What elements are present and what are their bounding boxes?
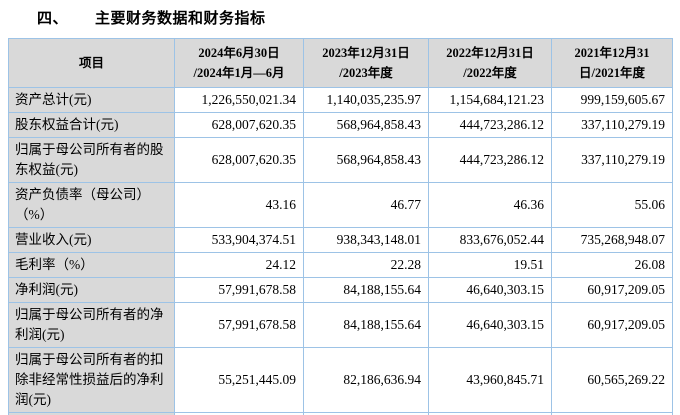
value-cell: 568,964,858.43 [303, 112, 429, 138]
table-row: 归属于母公司所有者的扣除非经常性损益后的净利润(元) 55,251,445.09 8… [8, 347, 673, 413]
table-row: 归属于母公司所有者的股东权益(元) 628,007,620.35 568,964,8… [8, 137, 673, 183]
row-label-cell: 净利润(元) [8, 277, 175, 303]
table-row: 资产负债率（母公司）（%） 43.16 46.77 46.36 55.06 [8, 182, 673, 228]
value-cell: 337,110,279.19 [551, 137, 673, 183]
header-row: 项目 2024年6月30日 /2024年1月—6月 2023年12月31日 /2… [8, 38, 673, 88]
table-row: 净利润(元) 57,991,678.58 84,188,155.64 46,640,3… [8, 277, 673, 303]
row-label-cell: 资产总计(元) [8, 87, 175, 113]
value-cell: 84,188,155.64 [303, 302, 429, 348]
value-cell: 22.28 [303, 252, 429, 278]
value-cell: 628,007,620.35 [174, 137, 304, 183]
value-cell: 26.08 [551, 252, 673, 278]
value-cell: 833,676,052.44 [428, 227, 552, 253]
value-cell: 57,991,678.58 [174, 302, 304, 348]
value-cell: 1,140,035,235.97 [303, 87, 429, 113]
row-label-cell: 股东权益合计(元) [8, 112, 175, 138]
section-title: 四、 主要财务数据和财务指标 [37, 7, 680, 28]
row-label-cell: 归属于母公司所有者的股东权益(元) [8, 137, 175, 183]
row-label-cell: 营业收入(元) [8, 227, 175, 253]
row-label-cell: 归属于母公司所有者的净利润(元) [8, 302, 175, 348]
value-cell: 55.06 [551, 182, 673, 228]
table-row: 股东权益合计(元) 628,007,620.35 568,964,858.43 444… [8, 112, 673, 138]
value-cell: 1,154,684,121.23 [428, 87, 552, 113]
value-cell: 735,268,948.07 [551, 227, 673, 253]
header-cell-2022: 2022年12月31日 /2022年度 [428, 38, 552, 88]
header-cell-item: 项目 [8, 38, 175, 88]
value-cell: 337,110,279.19 [551, 112, 673, 138]
row-label-cell: 归属于母公司所有者的扣除非经常性损益后的净利润(元) [8, 347, 175, 413]
value-cell: 568,964,858.43 [303, 137, 429, 183]
header-cell-2024: 2024年6月30日 /2024年1月—6月 [174, 38, 304, 88]
table-body: 资产总计(元) 1,226,550,021.34 1,140,035,235.97 1… [8, 87, 673, 415]
value-cell: 999,159,605.67 [551, 87, 673, 113]
table-row: 资产总计(元) 1,226,550,021.34 1,140,035,235.97 1… [8, 87, 673, 113]
value-cell: 55,251,445.09 [174, 347, 304, 413]
value-cell: 46,640,303.15 [428, 302, 552, 348]
value-cell: 19.51 [428, 252, 552, 278]
value-cell: 57,991,678.58 [174, 277, 304, 303]
value-cell [551, 412, 673, 415]
value-cell: 46.77 [303, 182, 429, 228]
value-cell: 24.12 [174, 252, 304, 278]
table-row: 归属于母公司所有者的净利润(元) 57,991,678.58 84,188,155.… [8, 302, 673, 348]
value-cell: 444,723,286.12 [428, 112, 552, 138]
value-cell: 1,226,550,021.34 [174, 87, 304, 113]
header-cell-2021: 2021年12月31 日/2021年度 [551, 38, 673, 88]
header-cell-2023: 2023年12月31日 /2023年度 [303, 38, 429, 88]
value-cell: 60,565,269.22 [551, 347, 673, 413]
value-cell: 82,186,636.94 [303, 347, 429, 413]
table-row: 营业收入(元) 533,904,374.51 938,343,148.01 833,6… [8, 227, 673, 253]
row-label-cell: 资产负债率（母公司）（%） [8, 182, 175, 228]
value-cell: 628,007,620.35 [174, 112, 304, 138]
value-cell: 533,904,374.51 [174, 227, 304, 253]
value-cell: 938,343,148.01 [303, 227, 429, 253]
value-cell: 46.36 [428, 182, 552, 228]
financial-data-table: 项目 2024年6月30日 /2024年1月—6月 2023年12月31日 /2… [8, 38, 673, 415]
value-cell: 46,640,303.15 [428, 277, 552, 303]
value-cell: 43.16 [174, 182, 304, 228]
value-cell: 84,188,155.64 [303, 277, 429, 303]
table-row: 毛利率（%） 24.12 22.28 19.51 26.08 [8, 252, 673, 278]
value-cell: 444,723,286.12 [428, 137, 552, 183]
row-label-cell: 毛利率（%） [8, 252, 175, 278]
value-cell: 43,960,845.71 [428, 347, 552, 413]
table-header: 项目 2024年6月30日 /2024年1月—6月 2023年12月31日 /2… [8, 38, 673, 88]
value-cell: 60,917,209.05 [551, 302, 673, 348]
value-cell: 60,917,209.05 [551, 277, 673, 303]
table-row [8, 412, 673, 415]
section-number: 四、 [37, 11, 69, 27]
section-title-text: 主要财务数据和财务指标 [95, 11, 266, 27]
